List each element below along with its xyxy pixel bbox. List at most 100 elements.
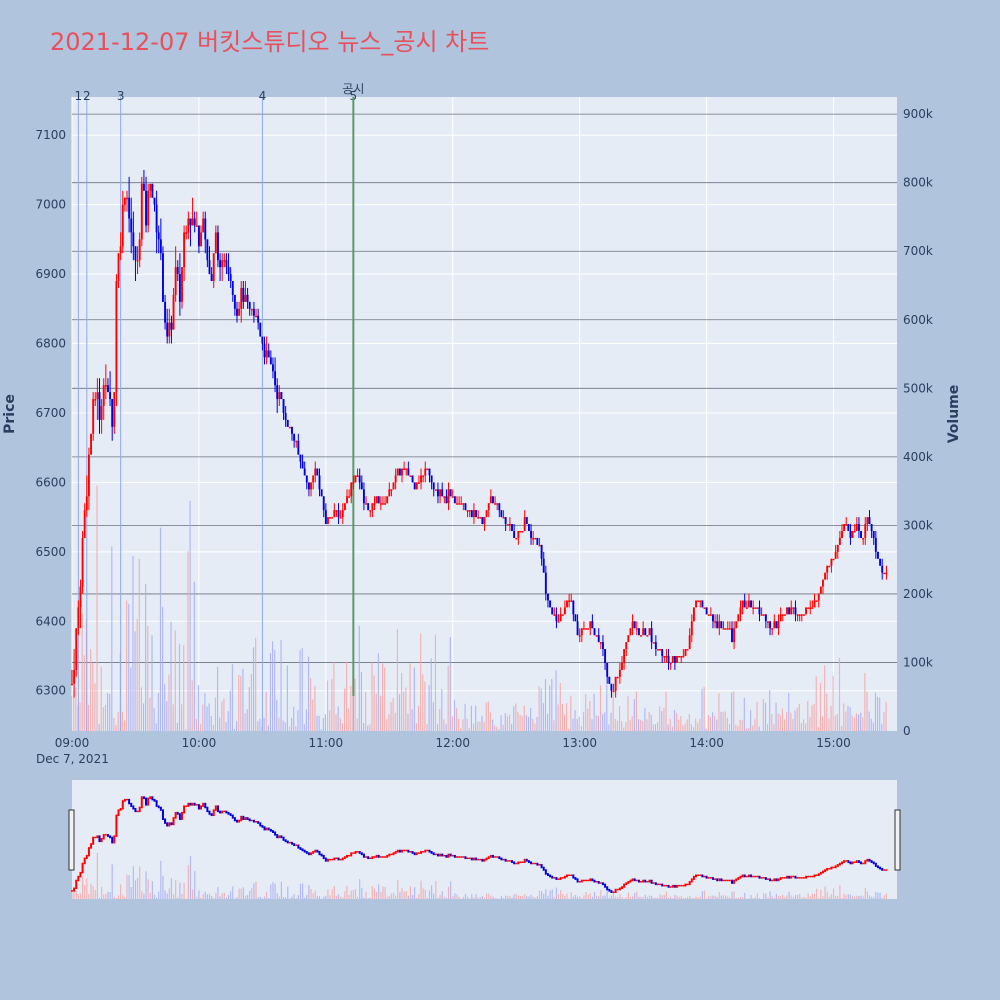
candle-body (362, 489, 365, 504)
range-slider-volume-bar (323, 896, 325, 899)
candle-body (487, 503, 490, 511)
volume-bar (851, 715, 853, 731)
candle-body (390, 489, 393, 491)
range-slider-volume-bar (547, 895, 549, 899)
candle-body (174, 267, 177, 295)
range-slider-volume-bar (77, 894, 79, 899)
range-slider-volume-bar (674, 895, 676, 899)
volume-bar (690, 724, 692, 731)
candle-body (635, 628, 638, 630)
range-slider[interactable] (72, 780, 897, 899)
candle-body (322, 496, 325, 511)
candle-body (489, 496, 492, 504)
volume-bar (126, 600, 128, 731)
candle-body (828, 565, 831, 568)
candle-body (722, 628, 725, 630)
range-slider-volume-bar (431, 885, 433, 899)
range-slider-volume-bar (196, 896, 198, 899)
range-slider-volume-bar (335, 895, 338, 899)
price-tick-label: 6600 (35, 475, 66, 489)
candle-body (743, 600, 746, 608)
range-slider-volume-bar (198, 890, 200, 899)
range-slider-left-handle[interactable] (68, 809, 75, 871)
candle-body (824, 572, 827, 580)
range-slider-volume-bar (219, 896, 221, 899)
range-slider-volume-bar (103, 894, 105, 899)
candle-body (424, 468, 427, 476)
range-slider-volume-bar (337, 894, 340, 899)
volume-bar (75, 687, 77, 731)
volume-bar (669, 718, 671, 731)
range-slider-right-handle[interactable] (894, 809, 901, 871)
range-slider-volume-bar (488, 893, 490, 899)
range-slider-volume-bar (524, 894, 526, 899)
volume-bar (437, 723, 439, 731)
volume-bar (716, 719, 718, 731)
range-slider-volume-bar (386, 896, 388, 899)
candle-body (760, 614, 763, 616)
candle-body (692, 607, 695, 622)
volume-bar (365, 691, 367, 731)
range-slider-volume-bar (340, 896, 342, 899)
range-slider-volume-bar (147, 879, 149, 899)
candle-body (388, 489, 391, 497)
candle-body (549, 600, 552, 608)
range-slider-volume-bar (126, 874, 128, 899)
candle-body (398, 468, 401, 476)
candle-body (764, 614, 767, 622)
range-slider-volume-bar (166, 893, 168, 899)
range-slider-volume-bar (464, 893, 467, 899)
volume-bar (134, 631, 136, 731)
volume-bar (333, 662, 335, 731)
candle-body (324, 510, 327, 525)
candle-body (521, 531, 524, 533)
volume-bar (781, 708, 783, 731)
volume-bar (303, 724, 305, 731)
volume-bar (443, 719, 445, 731)
volume-bar (676, 713, 678, 731)
volume-bar (115, 725, 117, 731)
candle-body (113, 392, 116, 427)
volume-bar (468, 727, 470, 731)
candle-body (377, 496, 380, 504)
range-slider-volume-bar (526, 896, 528, 899)
volume-bar (227, 711, 229, 731)
range-slider-volume-bar (708, 896, 710, 899)
candle-body (422, 475, 425, 477)
candle-body (481, 517, 484, 525)
candle-body (830, 558, 833, 566)
volume-bar (657, 722, 659, 731)
volume-bar (608, 724, 610, 731)
volume-tick-label: 0 (903, 724, 911, 738)
volume-tick-label: 700k (903, 244, 933, 258)
volume-bar (483, 721, 485, 731)
range-slider-volume-bar (454, 893, 456, 899)
range-slider-volume-bar (435, 880, 437, 899)
candle-body (375, 496, 378, 504)
candle-body (513, 531, 516, 538)
candle-body (417, 482, 420, 484)
range-slider-volume-bar (809, 896, 811, 899)
candle-body (278, 392, 281, 400)
chart-title: 2021-12-07 버킷스튜디오 뉴스_공시 차트 (50, 28, 490, 56)
candle-body (671, 656, 674, 663)
volume-bar (411, 709, 413, 731)
range-slider-volume-bar (519, 895, 522, 899)
range-slider-volume-bar (731, 891, 733, 899)
volume-bar (506, 716, 508, 731)
volume-bar (695, 718, 697, 731)
volume-bar (625, 721, 627, 731)
volume-bar (557, 704, 559, 731)
volume-bar (318, 715, 320, 731)
candle-body (303, 468, 306, 476)
range-slider-volume-bar (648, 895, 651, 899)
volume-bar (654, 724, 657, 731)
candle-body (786, 607, 788, 615)
candle-body (777, 621, 780, 629)
volume-bar (314, 686, 316, 731)
volume-bar (204, 692, 206, 731)
candle-body (506, 524, 509, 526)
candle-body (718, 621, 721, 629)
volume-bar (117, 711, 119, 731)
